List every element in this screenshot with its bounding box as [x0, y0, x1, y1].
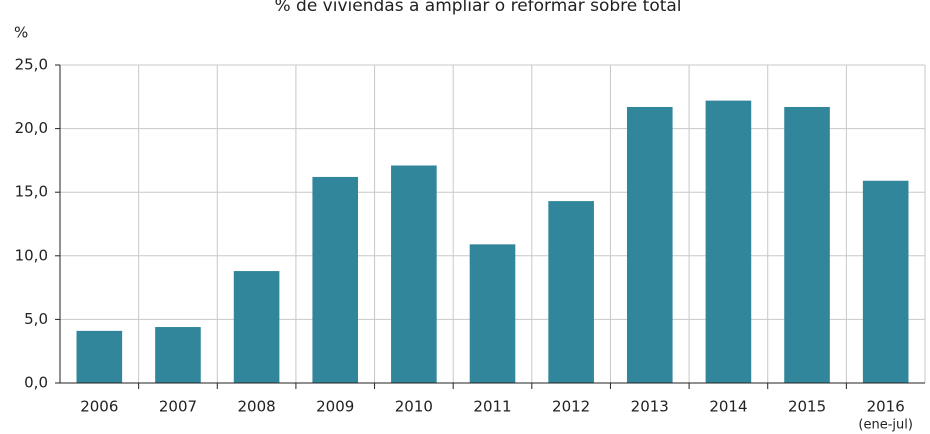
bar: [312, 176, 359, 383]
x-tick-label: 2009: [316, 398, 354, 416]
x-tick-label: 2011: [473, 398, 511, 416]
bar: [784, 106, 830, 383]
y-tick-label: 0,0: [24, 374, 48, 392]
x-annotation: (ene-jul): [858, 418, 913, 433]
x-tick-label: 2007: [159, 398, 197, 416]
y-tick-label: 10,0: [15, 246, 48, 264]
x-tick-label: 2012: [552, 398, 590, 416]
bar: [76, 330, 123, 383]
y-tick-label: 25,0: [15, 56, 48, 74]
x-tick-label: 2010: [395, 398, 433, 416]
bar: [233, 271, 280, 383]
x-tick-label: 2006: [80, 398, 118, 416]
x-tick-label: 2014: [709, 398, 747, 416]
bar: [862, 180, 909, 383]
y-tick-label: 20,0: [15, 119, 48, 137]
y-tick-label: 5,0: [24, 310, 48, 328]
x-tick-label: 2008: [237, 398, 275, 416]
bar: [548, 201, 594, 383]
bar: [626, 106, 673, 383]
bar: [705, 100, 752, 383]
y-tick-label: 15,0: [15, 183, 48, 201]
chart-title: % de viviendas a ampliar o reformar sobr…: [274, 0, 681, 16]
y-axis-label: %: [14, 24, 28, 42]
bar: [391, 165, 437, 383]
x-tick-label: 2013: [631, 398, 669, 416]
x-tick-label: 2016: [867, 398, 905, 416]
bar: [469, 244, 516, 383]
x-tick-label: 2015: [788, 398, 826, 416]
bar: [155, 327, 201, 383]
